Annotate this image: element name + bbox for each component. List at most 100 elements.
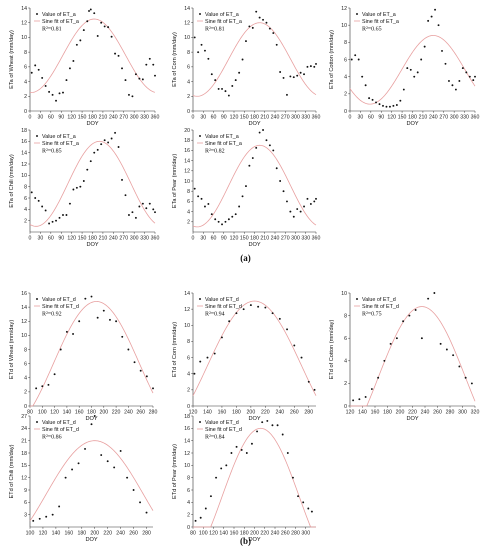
x-tick-label: 210 [419,115,428,121]
data-point [309,203,312,205]
x-tick-label: 300 [130,236,139,242]
x-tick-label: 140 [52,531,61,537]
data-point [238,71,241,74]
data-point [433,292,436,294]
data-point [420,337,423,340]
legend-label-values: Value of ET_a [42,12,76,18]
data-point [58,216,61,219]
y-tick-label: 6 [187,355,190,361]
data-point [200,43,203,46]
x-tick-label: 220 [103,531,112,537]
data-point [439,342,442,345]
x-tick-label: 100 [199,531,208,537]
data-point [59,348,62,351]
data-point [134,73,137,76]
y-tick-label: 14 [184,6,190,12]
y-tick-label: 4 [187,209,190,215]
data-point [44,209,47,212]
y-tick-label: 6 [344,336,347,342]
data-point [217,87,220,90]
data-point [423,45,426,48]
y-tick-label: 10 [21,333,27,339]
y-tick-label: 12 [341,6,347,12]
data-point [251,26,254,29]
data-point [389,342,392,345]
data-point [262,129,264,131]
legend-label-fit: Sine fit of ET_a [205,141,242,147]
y-tick-label: 6 [24,65,27,71]
data-point [286,452,289,454]
data-point [96,35,99,37]
data-point [261,421,264,424]
data-point [409,68,412,71]
x-tick-label: 180 [383,410,392,416]
data-point [200,197,203,200]
data-point [245,452,248,454]
y-tick-label: 4 [187,372,190,378]
data-point [299,210,302,213]
y-tick-label: 4 [24,207,27,213]
y-tick-label: 10 [21,173,27,179]
y-tick-label: 14 [184,438,190,444]
data-point [371,98,374,101]
x-tick-label: 300 [301,531,310,537]
data-point [262,18,264,21]
y-tick-label: 2 [187,512,190,518]
x-tick-label: 120 [189,410,198,416]
data-point [145,63,148,66]
data-point [406,67,409,70]
data-point [458,80,461,82]
legend-label-values: Value of ET_a [42,134,76,140]
x-tick-label: 300 [458,410,467,416]
x-tick-label: 360 [471,115,480,121]
x-tick-label: 60 [211,115,217,121]
x-tick-label: 100 [26,531,35,537]
fit-curve [29,18,156,94]
data-point [221,223,223,226]
x-tick-label: 330 [460,115,469,121]
x-tick-label: 200 [247,410,256,416]
x-tick-label: 160 [65,531,74,537]
data-point [86,168,89,171]
data-point [258,131,261,134]
data-point [132,489,135,491]
data-point [93,415,96,417]
data-point [271,312,274,315]
data-point [249,304,252,307]
y-tick-label: 8 [24,347,27,353]
data-point [306,65,309,68]
data-point [300,356,303,359]
data-point [240,448,243,451]
data-point [292,76,295,79]
data-point [199,516,202,519]
data-point [302,501,305,504]
x-tick-label: 330 [140,236,149,242]
data-point [78,320,81,323]
legend-label-fit: Sine fit of ET_d [205,304,242,310]
x-tick-label: 140 [203,410,212,416]
x-tick-label: 260 [136,410,145,416]
x-tick-label: 240 [124,410,133,416]
x-axis-title: DOY [85,537,97,543]
panel-label-a: (a) [240,253,251,263]
data-point [79,39,82,42]
y-tick-label: 6 [24,196,27,202]
data-point [293,344,296,347]
data-point [209,495,212,498]
y-axis-title: ETa of Cotton (mm/day) [329,30,335,89]
fit-curve [192,22,317,97]
data-point [388,105,391,108]
data-point [313,388,316,391]
data-point [248,25,251,28]
data-point [148,202,151,205]
data-point [474,75,476,78]
data-point [241,58,244,61]
y-tick-label: 6 [187,65,190,71]
data-point [117,54,120,57]
data-point [303,205,305,208]
x-tick-label: 240 [271,115,280,121]
data-point [107,26,110,29]
y-tick-label: 8 [24,184,27,190]
data-point [41,385,44,388]
y-tick-label: 3 [24,512,27,518]
